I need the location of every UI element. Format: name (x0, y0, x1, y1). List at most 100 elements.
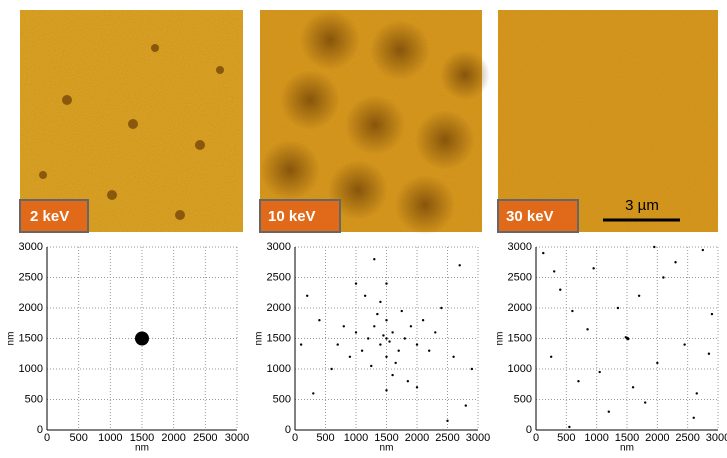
point (428, 349, 431, 352)
point (683, 343, 686, 346)
y-tick-label: 2500 (19, 271, 43, 283)
x-tick-label: 0 (533, 432, 539, 444)
image-label: 10 keV (268, 208, 316, 225)
point (559, 288, 562, 291)
x-tick-label: 3000 (706, 432, 727, 444)
point (370, 364, 373, 368)
point (695, 392, 698, 395)
point (354, 331, 358, 334)
image-panel: 2 keV (19, 10, 243, 233)
image-panel: 30 keV 3 µm (497, 10, 718, 233)
y-tick-label: 1000 (508, 363, 532, 375)
x-tick-label: 2500 (675, 432, 699, 444)
point (710, 312, 714, 316)
y-tick-label: 3000 (508, 241, 532, 253)
point (385, 337, 388, 340)
point (607, 410, 610, 413)
point (306, 294, 309, 297)
point (318, 319, 321, 322)
point (616, 306, 620, 310)
y-tick-label: 500 (514, 393, 532, 405)
y-tick-label: 2000 (19, 302, 43, 314)
point (626, 336, 629, 340)
point (342, 325, 345, 328)
y-axis-label: nm (254, 332, 265, 346)
point (568, 425, 571, 429)
point (388, 340, 391, 343)
point (400, 309, 403, 313)
point (385, 282, 388, 285)
point (592, 267, 595, 270)
point (624, 336, 627, 339)
y-tick-label: 1500 (508, 332, 532, 344)
y-axis-label: nm (6, 332, 17, 346)
point (662, 276, 665, 279)
point (379, 343, 382, 346)
point (360, 349, 364, 352)
point (135, 331, 149, 346)
point (644, 401, 647, 404)
point (434, 331, 437, 334)
y-tick-label: 1000 (267, 363, 291, 375)
x-tick-label: 500 (69, 432, 87, 444)
point (312, 392, 315, 395)
x-tick-label: 1000 (584, 432, 608, 444)
point (653, 245, 656, 249)
x-axis-label: nm (620, 443, 634, 453)
point (385, 389, 388, 392)
point (382, 334, 385, 337)
x-tick-label: 1500 (615, 432, 639, 444)
x-tick-label: 0 (44, 432, 50, 444)
point (440, 306, 443, 310)
point (373, 325, 376, 328)
point (406, 380, 410, 383)
y-tick-label: 3000 (19, 241, 43, 253)
point (674, 261, 677, 264)
x-tick-label: 500 (316, 432, 334, 444)
point (470, 367, 474, 371)
point (571, 309, 574, 313)
point (701, 248, 705, 252)
point (379, 300, 382, 304)
point (464, 404, 467, 407)
x-tick-label: 0 (292, 432, 298, 444)
point (367, 337, 370, 340)
point (421, 319, 425, 322)
x-axis-label: nm (135, 443, 149, 453)
point (637, 294, 641, 297)
point (707, 352, 711, 355)
point (598, 370, 601, 374)
x-tick-label: 3000 (225, 432, 249, 444)
x-tick-label: 1500 (130, 432, 154, 444)
point (452, 355, 455, 358)
y-tick-label: 1000 (19, 363, 43, 375)
x-tick-label: 2000 (405, 432, 429, 444)
point (397, 349, 400, 352)
y-tick-label: 2500 (267, 271, 291, 283)
x-tick-label: 500 (557, 432, 575, 444)
y-tick-label: 2000 (508, 302, 532, 314)
point (656, 361, 659, 365)
x-tick-label: 2500 (193, 432, 217, 444)
point (692, 416, 695, 419)
point (330, 367, 333, 371)
point (354, 282, 358, 285)
point (446, 419, 449, 423)
y-tick-label: 3000 (267, 241, 291, 253)
point (409, 325, 413, 328)
point (403, 337, 406, 340)
x-tick-label: 2000 (645, 432, 669, 444)
point (385, 319, 388, 322)
y-tick-label: 1500 (19, 332, 43, 344)
y-axis-label: nm (495, 332, 506, 346)
y-tick-label: 500 (273, 393, 291, 405)
x-tick-label: 1000 (344, 432, 368, 444)
point (376, 312, 379, 316)
point (458, 264, 461, 267)
image-panel: 10 keV (259, 10, 490, 235)
y-tick-label: 1500 (267, 332, 291, 344)
point (391, 373, 394, 377)
y-tick-label: 500 (25, 393, 43, 405)
point (549, 355, 553, 358)
